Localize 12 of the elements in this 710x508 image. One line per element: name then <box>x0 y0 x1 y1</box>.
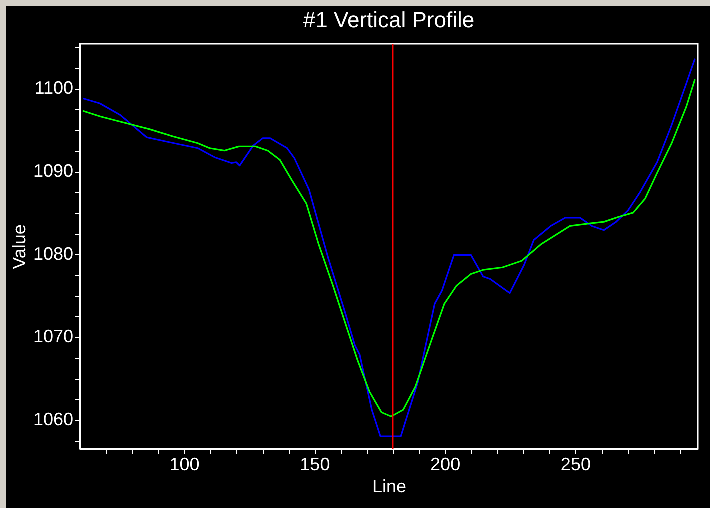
x-tick-label: 100 <box>170 454 200 474</box>
y-tick-label: 1060 <box>33 410 74 430</box>
y-tick-label: 1100 <box>34 78 74 98</box>
y-tick-label: 1080 <box>33 244 74 264</box>
x-axis-title: Line <box>372 476 407 496</box>
x-tick-label: 200 <box>430 454 461 474</box>
chart-title: #1 Vertical Profile <box>303 7 475 32</box>
y-tick-label: 1090 <box>33 161 74 182</box>
x-tick-label: 250 <box>560 454 591 474</box>
x-tick-label: 150 <box>300 454 330 474</box>
y-axis-title: Value <box>9 224 30 270</box>
y-tick-label: 1070 <box>33 326 74 347</box>
